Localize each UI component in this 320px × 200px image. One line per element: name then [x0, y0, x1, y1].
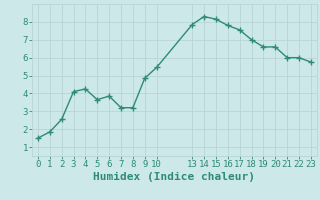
X-axis label: Humidex (Indice chaleur): Humidex (Indice chaleur) [93, 172, 255, 182]
